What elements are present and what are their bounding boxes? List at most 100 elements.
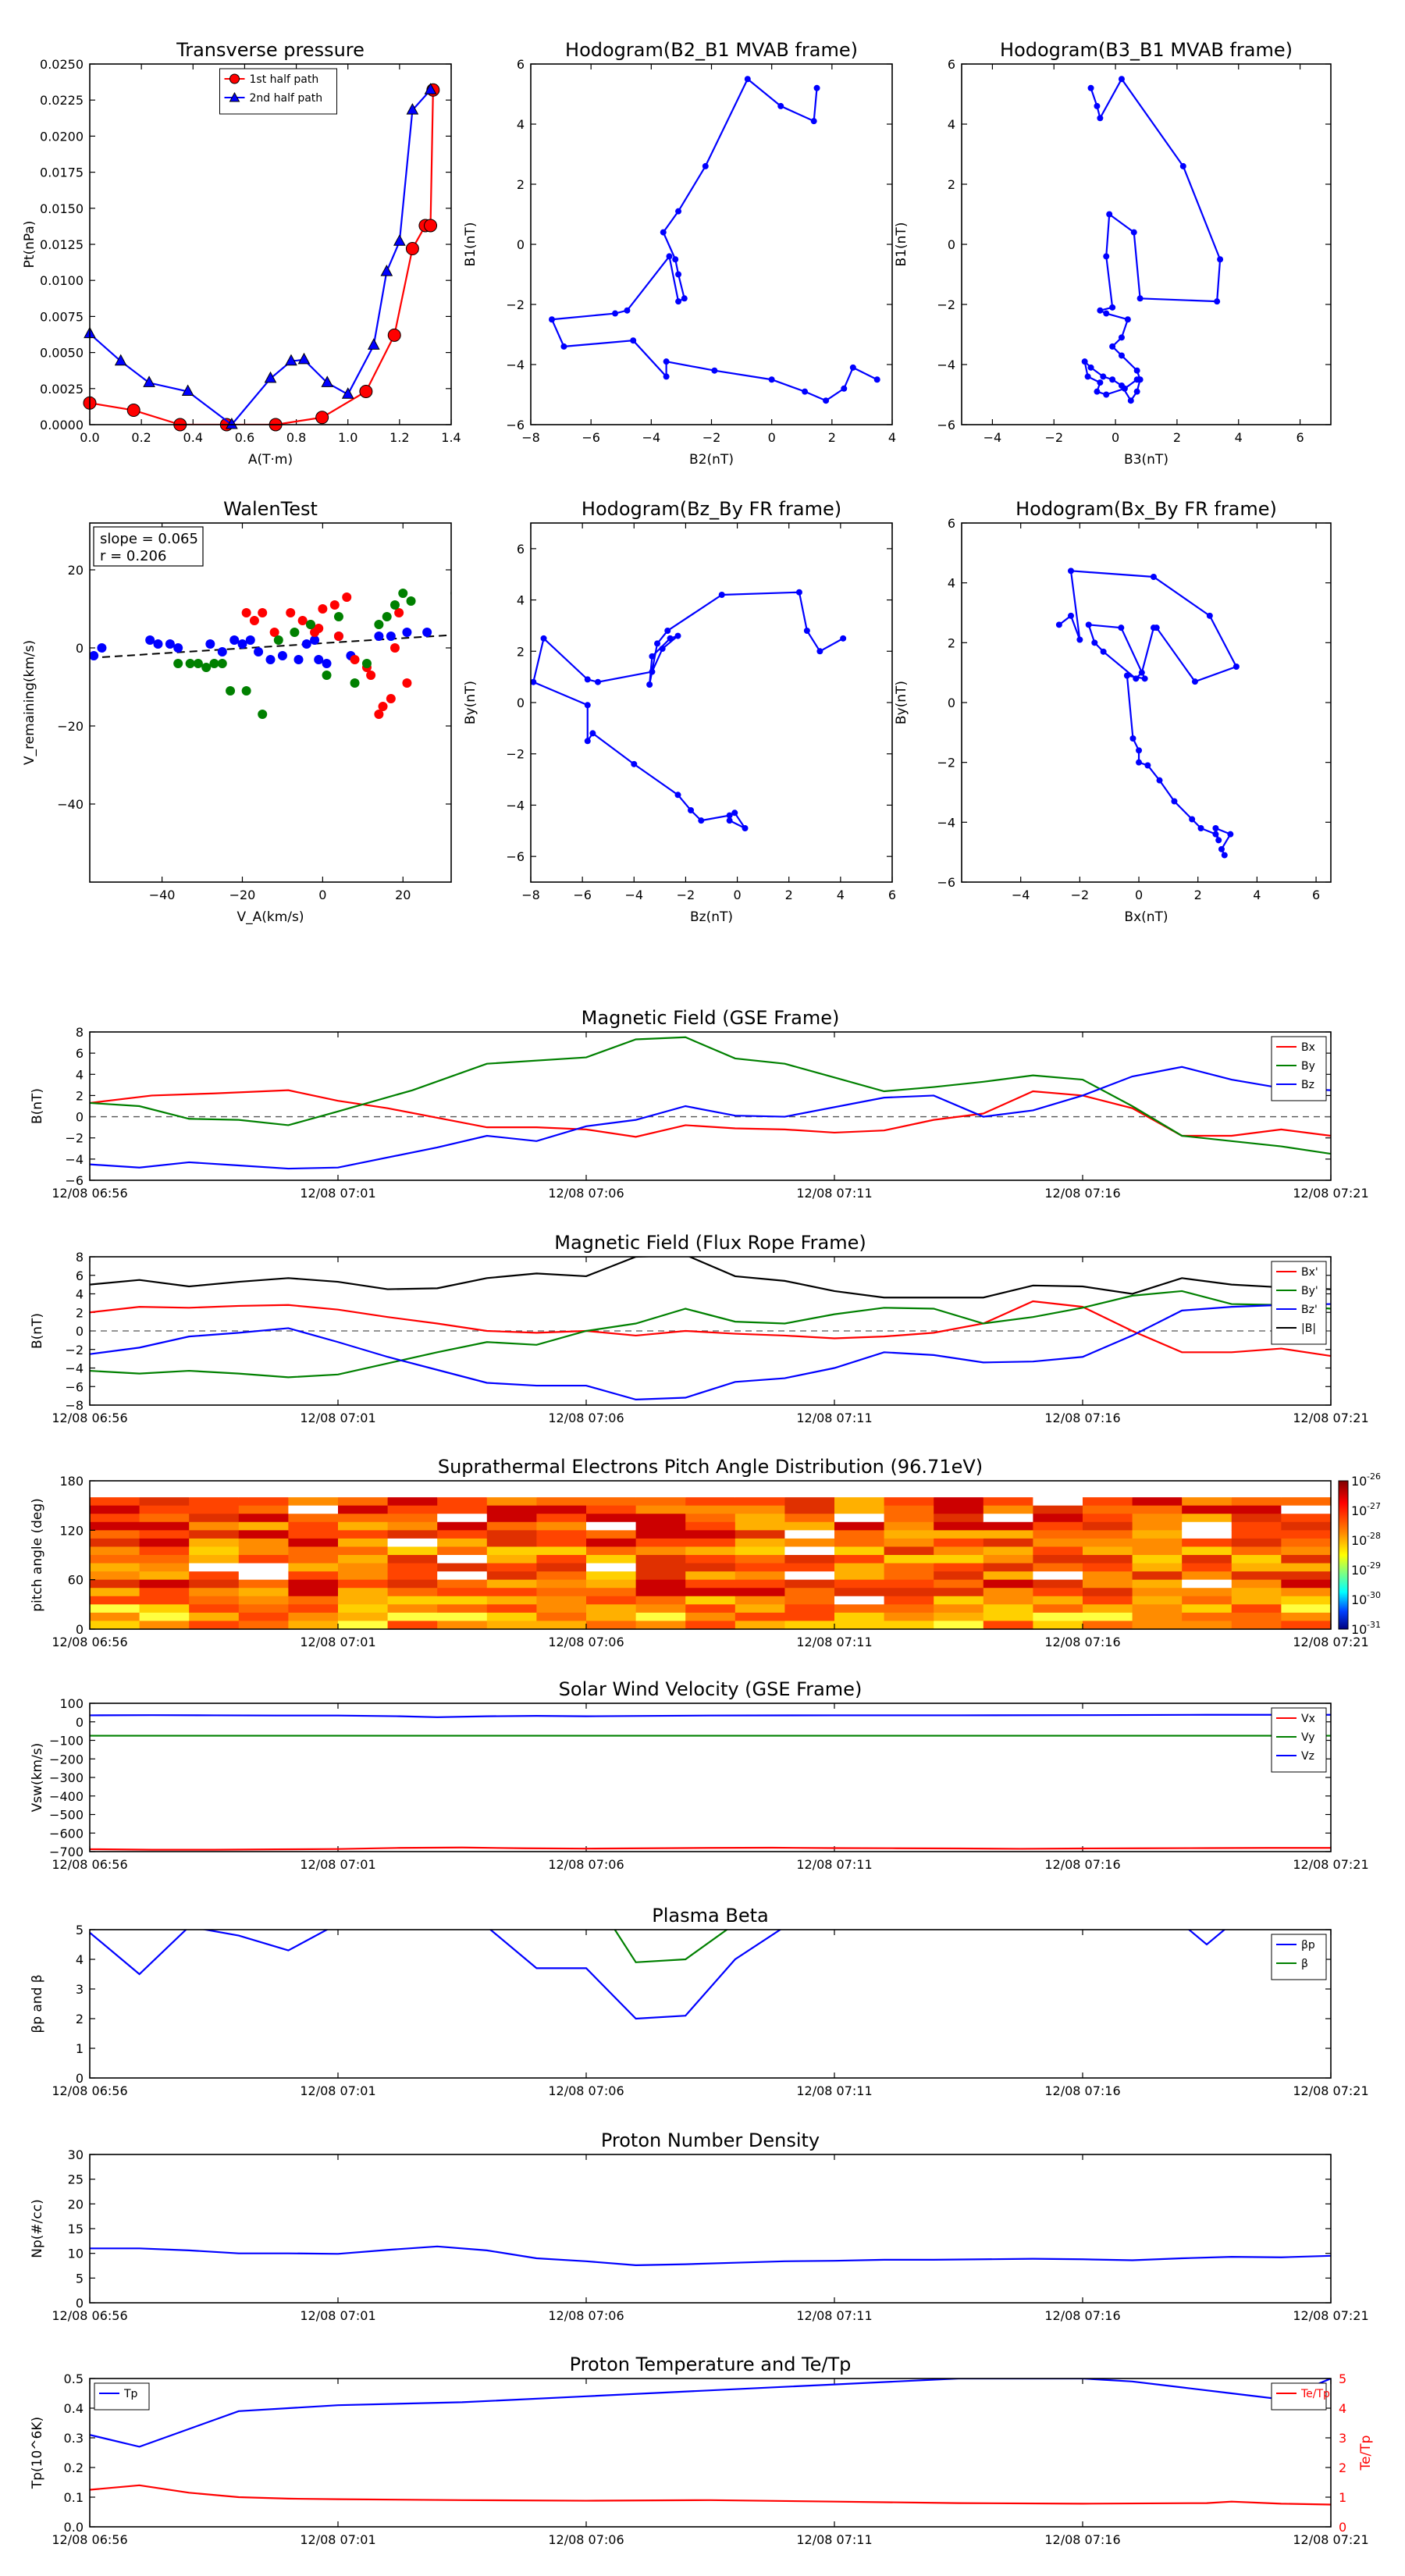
x-tick-label: 12/08 07:01 xyxy=(300,1635,375,1649)
heatmap-cell xyxy=(238,1588,289,1597)
data-point xyxy=(841,385,848,392)
heatmap-cell xyxy=(536,1571,587,1581)
heatmap-cell xyxy=(90,1497,140,1507)
heatmap-cell xyxy=(983,1596,1033,1605)
heatmap-cell xyxy=(238,1579,289,1589)
x-tick-label: 12/08 07:16 xyxy=(1044,2083,1120,2098)
data-point xyxy=(1103,253,1110,260)
data-point xyxy=(424,219,438,233)
legend-label: Vy xyxy=(1301,1731,1315,1744)
x-tick-label: 0 xyxy=(733,888,741,902)
heatmap-cell xyxy=(238,1596,289,1605)
y-tick-label: 0.4 xyxy=(64,2401,84,2416)
data-point xyxy=(422,628,432,637)
legend-label: Vz xyxy=(1301,1750,1314,1763)
chart-vsw: Solar Wind Velocity (GSE Frame) 12/08 06:… xyxy=(30,1678,1369,1872)
heatmap-cell xyxy=(486,1530,537,1539)
x-tick-label: 1.4 xyxy=(441,430,461,445)
data-point xyxy=(1133,367,1140,374)
series-line-Bz xyxy=(90,1066,1331,1170)
heatmap-cell xyxy=(1281,1497,1332,1507)
heatmap-cell xyxy=(1231,1579,1282,1589)
heatmap-cell xyxy=(884,1604,934,1614)
heatmap-cell xyxy=(139,1538,190,1548)
heatmap-cell xyxy=(934,1497,984,1507)
y-tick-label: 20 xyxy=(68,2197,84,2211)
chart-h1: Hodogram(B2_B1 MVAB frame)−8 −6 −4 −2 0 2 4−6−… xyxy=(463,39,896,468)
y-tick-label: 100 xyxy=(59,1696,84,1711)
heatmap-cell xyxy=(288,1604,339,1614)
heatmap-cell xyxy=(934,1621,984,1630)
heatmap-cell xyxy=(983,1588,1033,1597)
data-point xyxy=(285,354,297,366)
legend-label: Te/Tp xyxy=(1300,2388,1330,2400)
data-point xyxy=(265,655,276,664)
data-point xyxy=(424,83,437,94)
x-tick-label: −40 xyxy=(149,888,176,902)
heatmap-cell xyxy=(90,1588,140,1597)
series-line-hodogram xyxy=(1083,77,1222,403)
data-point xyxy=(726,812,733,819)
x-tick-label: 12/08 07:06 xyxy=(548,1186,624,1201)
heatmap-cell xyxy=(1033,1546,1083,1556)
heatmap-cell xyxy=(685,1497,736,1507)
heatmap-cell xyxy=(536,1514,587,1523)
series-line-B xyxy=(90,1257,1331,1299)
data-point xyxy=(649,668,656,675)
y-tick-label: 4 xyxy=(948,576,955,591)
y-tick-label: −200 xyxy=(49,1752,84,1767)
heatmap-cell xyxy=(635,1579,686,1589)
heatmap-cell xyxy=(586,1563,637,1572)
x-tick-label: 2 xyxy=(1173,430,1181,445)
series-line-hodogram xyxy=(550,77,878,402)
x-tick-label: 0 xyxy=(768,430,776,445)
data-point xyxy=(406,103,419,115)
data-point xyxy=(1130,229,1137,236)
heatmap-cell xyxy=(635,1530,686,1539)
y-axis-label: Np(#/cc) xyxy=(30,2199,45,2258)
heatmap-cell xyxy=(586,1612,637,1622)
heatmap-cell xyxy=(338,1588,389,1597)
x-axis-label: Bz(nT) xyxy=(690,909,733,925)
heatmap-cell xyxy=(486,1555,537,1564)
heatmap-cell xyxy=(437,1596,488,1605)
data-point xyxy=(1212,825,1219,831)
data-point xyxy=(254,647,264,656)
y-tick-label: 0.0 xyxy=(64,2520,84,2535)
heatmap-cell xyxy=(1281,1579,1332,1589)
heatmap-cell xyxy=(1083,1521,1133,1531)
data-point xyxy=(217,659,227,668)
heatmap-cell xyxy=(784,1588,835,1597)
data-point xyxy=(873,376,880,383)
heatmap-cell xyxy=(387,1481,438,1490)
y-tick-label: −2 xyxy=(937,297,955,312)
heatmap-cell xyxy=(139,1579,190,1589)
heatmap-cell xyxy=(1281,1546,1332,1556)
y-tick-label: −4 xyxy=(65,1152,84,1167)
plot-frame xyxy=(89,63,452,425)
heatmap-cell xyxy=(338,1497,389,1507)
y-tick-label: −2 xyxy=(65,1131,84,1146)
heatmap-cell xyxy=(1182,1579,1232,1589)
heatmap-cell xyxy=(1083,1505,1133,1514)
y-tick-label: −500 xyxy=(49,1808,84,1823)
data-point xyxy=(649,653,656,660)
y-tick-label: 30 xyxy=(68,2147,84,2162)
heatmap-cell xyxy=(387,1505,438,1514)
heatmap-cell xyxy=(437,1546,488,1556)
heatmap-cell xyxy=(90,1546,140,1556)
y-axis-label: Pt(nPa) xyxy=(22,221,37,269)
heatmap-cell xyxy=(90,1579,140,1589)
heatmap-cell xyxy=(238,1521,289,1531)
heatmap-cell xyxy=(586,1555,637,1564)
data-point xyxy=(672,256,679,263)
heatmap-cell xyxy=(189,1563,240,1572)
x-axis-label: A(T·m) xyxy=(248,452,293,468)
heatmap-cell xyxy=(685,1612,736,1622)
heatmap-cell xyxy=(1033,1530,1083,1539)
y-tick-label: 2 xyxy=(948,635,955,650)
heatmap-cell xyxy=(288,1521,339,1531)
heatmap-cell xyxy=(536,1612,587,1622)
heatmap-cell xyxy=(934,1530,984,1539)
